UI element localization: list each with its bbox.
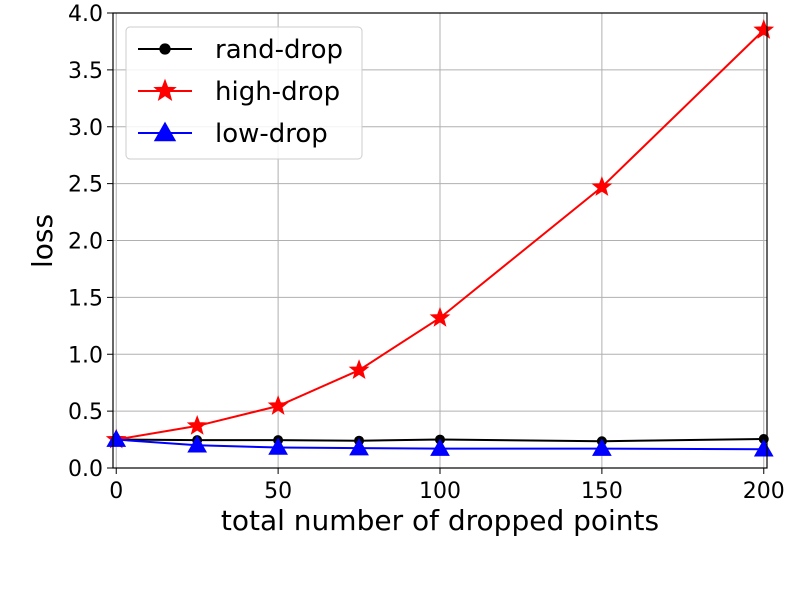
y-tick-label: 0.0 <box>68 457 103 482</box>
data-point-high-drop <box>591 176 613 196</box>
legend-item-high-drop: high-drop <box>138 77 340 107</box>
data-point-high-drop <box>267 395 289 415</box>
x-tick-label: 50 <box>264 479 292 504</box>
data-point-low-drop <box>268 437 288 455</box>
x-tick-label: 200 <box>743 479 785 504</box>
y-tick-label: 1.5 <box>68 286 103 311</box>
y-axis-label: loss <box>26 214 59 268</box>
legend-label: low-drop <box>215 119 328 149</box>
y-tick-label: 1.0 <box>68 343 103 368</box>
legend-item-low-drop: low-drop <box>138 119 328 149</box>
y-tick-label: 2.5 <box>68 173 103 198</box>
x-tick-label: 0 <box>109 479 123 504</box>
y-tick-label: 2.0 <box>68 230 103 255</box>
plot-series <box>105 19 775 457</box>
legend-label: rand-drop <box>215 35 343 65</box>
data-point-low-drop <box>106 429 127 447</box>
y-tick-label: 0.5 <box>68 400 103 425</box>
y-tick-label: 4.0 <box>68 2 103 27</box>
data-point-low-drop <box>430 438 450 456</box>
legend: rand-drop high-drop low-drop <box>125 26 363 160</box>
series-low-drop <box>106 429 774 457</box>
y-tick-label: 3.5 <box>68 59 103 84</box>
x-tick-label: 150 <box>581 479 623 504</box>
data-point-high-drop <box>753 19 775 39</box>
data-point-low-drop <box>349 438 369 456</box>
data-point-high-drop <box>186 414 208 435</box>
legend-label: high-drop <box>215 77 340 107</box>
y-tick-label: 3.0 <box>68 116 103 141</box>
legend-marker <box>159 43 171 55</box>
data-point-low-drop <box>592 438 612 456</box>
x-tick-label: 100 <box>419 479 461 504</box>
data-point-low-drop <box>187 435 208 453</box>
legend-item-rand-drop: rand-drop <box>138 35 343 65</box>
data-point-high-drop <box>348 359 370 380</box>
legend-marker <box>153 78 177 101</box>
data-point-low-drop <box>753 439 774 457</box>
axis-ticks: 0 50 100 150 200 0.0 0.5 1.0 1.5 2.0 2.5 3.0 3.5 4.0 <box>68 2 785 504</box>
legend-marker <box>153 121 177 142</box>
x-axis-label: total number of dropped points <box>221 504 659 537</box>
legend-box <box>125 26 363 160</box>
data-point-high-drop <box>429 306 451 327</box>
